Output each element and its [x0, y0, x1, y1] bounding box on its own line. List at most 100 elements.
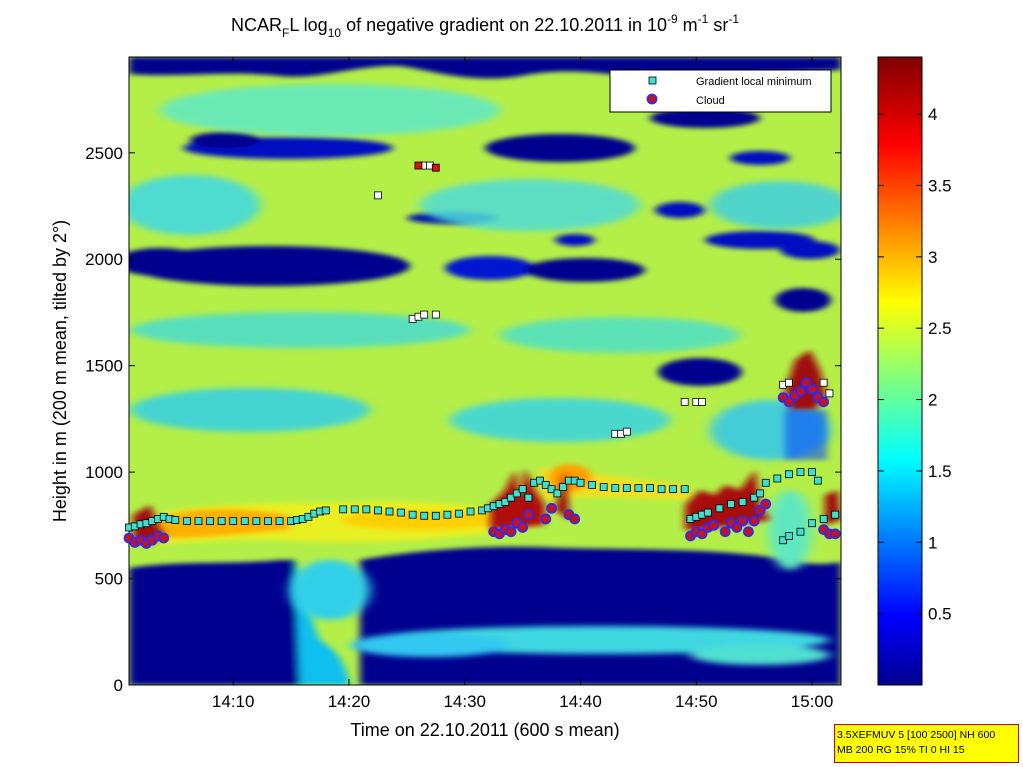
gradient-min-point	[501, 498, 510, 506]
other-red-point	[414, 161, 423, 170]
gradient-min-point	[715, 504, 724, 513]
cloud-point	[719, 526, 731, 538]
gradient-min-point	[622, 484, 631, 492]
x-tick-label: 14:10	[212, 692, 255, 711]
colorbar-tick-label: 0.5	[928, 605, 952, 624]
gradient-min-point	[397, 508, 405, 517]
cloud-point	[523, 509, 534, 521]
legend-label-cloud: Cloud	[696, 95, 725, 107]
gradient-min-point	[796, 527, 805, 536]
y-tick-label: 2000	[85, 250, 123, 269]
gradient-min-point	[264, 517, 272, 525]
y-tick-label: 2500	[85, 144, 123, 163]
gradient-min-point	[646, 484, 654, 492]
y-axis-label: Height in m (200 m mean, tilted by 2°)	[50, 220, 70, 522]
other-point	[698, 397, 706, 406]
chart-title: NCARFL log10 of negative gradient on 22.…	[231, 12, 739, 40]
cloud-point	[569, 513, 581, 525]
gradient-min-point	[547, 485, 556, 494]
gradient-min-point	[657, 485, 666, 494]
cloud-point	[800, 377, 812, 389]
cloud-point	[748, 515, 760, 527]
colorbar-tick-label: 2.5	[928, 319, 952, 338]
cloud-point	[505, 526, 517, 538]
colorbar-tick-label: 4	[928, 105, 937, 124]
cloud-point	[806, 383, 818, 395]
cloud-point	[158, 532, 170, 544]
gradient-min-point	[599, 483, 608, 491]
gradient-min-point	[171, 516, 180, 524]
gradient-min-point	[756, 489, 764, 498]
gradient-min-point	[275, 517, 284, 525]
gradient-min-point	[808, 519, 816, 528]
info-line-2: MB 200 RG 15% TI 0 HI 15	[837, 744, 965, 756]
gradient-min-point	[813, 476, 822, 485]
gradient-min-point	[773, 474, 782, 483]
colorbar-tick-label: 1	[928, 533, 937, 552]
gradient-min-point	[420, 511, 429, 520]
other-point	[785, 378, 793, 387]
gradient-min-point	[750, 493, 759, 502]
legend-label-gradient: Gradient local minimum	[696, 76, 812, 88]
gradient-min-point	[819, 515, 828, 523]
cloud-point	[696, 528, 708, 540]
gradient-min-point	[507, 493, 515, 502]
gradient-min-point	[524, 493, 533, 502]
gradient-min-point	[350, 505, 359, 514]
x-tick-label: 14:30	[443, 692, 486, 711]
other-red-point	[431, 163, 440, 172]
gradient-min-point	[588, 480, 596, 489]
colorbar-tick-label: 1.5	[928, 462, 952, 481]
info-box: 3.5XEFMUV 5 [100 2500] NH 600 MB 200 RG …	[834, 724, 1019, 763]
colorbar-tick-label: 3.5	[928, 176, 952, 195]
gradient-min-point	[785, 470, 793, 479]
gradient-min-point	[559, 483, 568, 491]
gradient-min-point	[466, 507, 475, 516]
colorbar-tick-label: 3	[928, 248, 937, 267]
cloud-point	[731, 522, 743, 533]
heatmap-field	[129, 57, 841, 685]
gradient-min-point	[576, 478, 585, 487]
gradient-min-point	[634, 484, 643, 492]
gradient-min-point	[217, 517, 226, 525]
gradient-min-point	[553, 489, 562, 498]
gradient-min-point	[362, 505, 371, 514]
cloud-point	[708, 519, 720, 531]
cloud-point	[742, 526, 754, 538]
other-point	[420, 310, 429, 319]
x-tick-label: 14:50	[675, 692, 718, 711]
colorbar-ticks: 0.5 1 1.5 2 2.5 3 3.5 4	[878, 105, 952, 624]
gradient-min-point	[455, 509, 463, 518]
gradient-min-point	[252, 517, 261, 525]
cloud-point	[546, 502, 557, 514]
gradient-min-point	[240, 517, 249, 525]
cloud-point	[795, 385, 806, 397]
gradient-min-point	[512, 489, 521, 498]
cloud-point	[540, 513, 552, 525]
y-tick-label: 1000	[85, 463, 123, 482]
gradient-min-point	[738, 498, 747, 506]
gradient-min-point	[431, 511, 440, 520]
gradient-min-point	[443, 510, 452, 519]
x-tick-label: 14:20	[328, 692, 371, 711]
cloud-point	[737, 515, 748, 527]
cloud-point	[517, 522, 529, 533]
gradient-min-point	[831, 510, 840, 519]
info-line-1: 3.5XEFMUV 5 [100 2500] NH 600	[837, 729, 996, 741]
gradient-min-point	[385, 507, 394, 516]
plot-frame	[128, 56, 842, 686]
y-tick-label: 500	[95, 570, 123, 589]
colorbar-tick-label: 2	[928, 391, 937, 410]
gradient-min-point	[374, 506, 382, 515]
gradient-min-point	[785, 532, 793, 540]
gradient-min-point	[518, 485, 527, 494]
gradient-min-point	[182, 517, 191, 525]
gradient-min-point	[808, 468, 816, 477]
x-axis: 14:10 14:20 14:30 14:40 14:50 15:00	[212, 57, 833, 711]
other-point	[819, 378, 828, 387]
cloud-point	[754, 505, 766, 516]
gradient-min-point	[536, 476, 544, 485]
gradient-min-point	[339, 505, 348, 514]
other-point	[680, 397, 689, 406]
